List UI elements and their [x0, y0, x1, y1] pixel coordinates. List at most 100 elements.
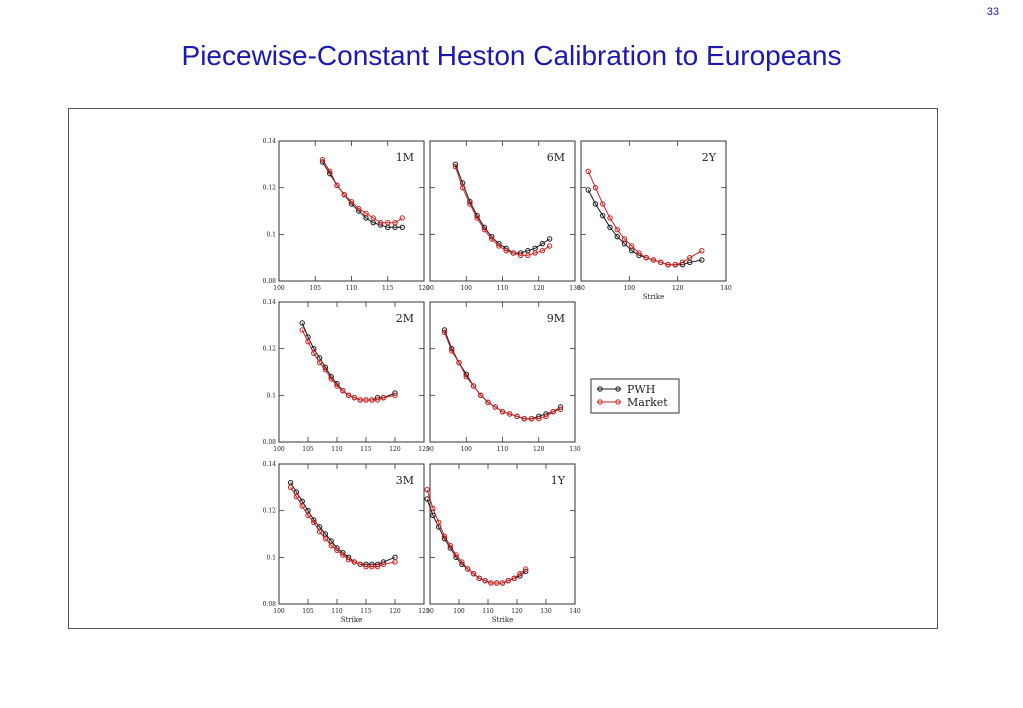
x-tick-label: 140: [569, 608, 581, 615]
data-point-market: [528, 415, 535, 422]
data-point-market: [441, 329, 448, 336]
x-tick-label: 90: [426, 446, 434, 453]
series-line-market: [444, 332, 561, 420]
data-point-market: [357, 561, 363, 568]
data-point-market: [476, 575, 482, 582]
data-point-market: [546, 243, 553, 249]
data-point-market: [311, 519, 317, 526]
legend-label-market: Market: [627, 396, 668, 409]
x-axis-label: Strike: [341, 616, 363, 624]
data-point-market: [636, 250, 642, 256]
data-point-market: [536, 415, 542, 422]
x-tick-label: 140: [720, 285, 732, 292]
series-line-market: [587, 171, 703, 266]
data-point-market: [499, 408, 506, 415]
data-point-pwh: [430, 512, 436, 519]
data-point-market: [600, 201, 606, 207]
data-point-market: [470, 383, 477, 389]
data-point-market: [679, 259, 686, 266]
data-point-market: [392, 219, 398, 226]
x-tick-label: 100: [453, 608, 465, 615]
data-point-market: [369, 397, 375, 403]
data-point-market: [523, 566, 529, 572]
panel-frame: [580, 140, 727, 282]
x-axis-label: Strike: [492, 616, 514, 624]
y-tick-label: 0.14: [263, 138, 277, 145]
data-point-pwh: [600, 212, 606, 219]
data-point-market: [511, 575, 517, 582]
data-point-market: [299, 327, 305, 333]
data-point-market: [392, 392, 398, 399]
data-point-market: [293, 493, 300, 500]
data-point-market: [305, 338, 311, 345]
data-point-market: [665, 261, 671, 268]
data-point-market: [369, 563, 375, 570]
data-point-market: [614, 226, 620, 233]
data-point-market: [643, 254, 649, 261]
data-point-market: [517, 570, 523, 577]
x-tick-label: 125: [418, 446, 430, 453]
data-point-market: [488, 580, 494, 586]
data-point-market: [465, 566, 471, 572]
panel-label: 3M: [396, 474, 414, 487]
y-tick-label: 0.08: [263, 601, 277, 608]
data-point-market: [436, 519, 442, 526]
page-number: 33: [986, 6, 999, 18]
legend-marker-pwh: [615, 386, 621, 392]
panel-label: 1Y: [551, 474, 566, 487]
panel-label: 9M: [547, 312, 565, 325]
series-line-pwh: [587, 189, 702, 266]
series-line-pwh: [426, 498, 527, 584]
x-tick-label: 110: [331, 446, 343, 453]
data-point-market: [377, 219, 384, 226]
data-point-market: [485, 399, 491, 406]
data-point-market: [348, 198, 355, 205]
y-tick-label: 0.1: [266, 231, 276, 238]
data-point-market: [532, 250, 538, 256]
data-point-market: [374, 563, 381, 570]
y-tick-label: 0.14: [263, 461, 277, 468]
data-point-market: [322, 366, 329, 373]
data-point-market: [327, 168, 333, 175]
data-point-pwh: [452, 161, 459, 168]
data-point-market: [328, 542, 334, 549]
panel-label: 2M: [396, 312, 414, 325]
data-point-market: [607, 215, 613, 221]
data-point-market: [311, 350, 317, 357]
data-point-market: [374, 397, 381, 403]
x-tick-label: 130: [540, 608, 552, 615]
data-point-market: [341, 191, 347, 198]
legend-label-pwh: PWH: [627, 383, 655, 396]
data-point-market: [453, 552, 459, 558]
x-tick-label: 100: [461, 446, 473, 453]
data-point-market: [699, 247, 705, 254]
data-point-market: [340, 552, 346, 558]
data-point-market: [351, 394, 358, 401]
data-point-market: [478, 392, 484, 399]
data-point-market: [380, 394, 387, 401]
data-point-market: [621, 236, 628, 242]
data-point-market: [456, 359, 462, 366]
x-tick-label: 100: [624, 285, 636, 292]
x-tick-label: 105: [310, 285, 322, 292]
data-point-market: [351, 559, 358, 565]
x-tick-label: 100: [461, 285, 473, 292]
data-point-market: [482, 577, 488, 584]
data-point-market: [499, 580, 506, 586]
x-tick-label: 120: [672, 285, 684, 292]
series-line-pwh: [290, 482, 396, 565]
data-point-market: [305, 512, 311, 519]
x-tick-label: 130: [569, 285, 581, 292]
data-point-market: [363, 397, 369, 403]
y-tick-label: 0.12: [263, 185, 277, 192]
panel-label: 2Y: [702, 151, 717, 164]
x-tick-label: 130: [569, 446, 581, 453]
data-point-market: [322, 535, 329, 542]
data-point-market: [380, 561, 387, 568]
data-point-market: [494, 580, 500, 586]
data-point-market: [316, 359, 323, 366]
x-tick-label: 120: [511, 608, 523, 615]
data-point-market: [430, 505, 436, 512]
data-point-pwh: [614, 233, 620, 240]
panel-frame: [278, 463, 425, 605]
